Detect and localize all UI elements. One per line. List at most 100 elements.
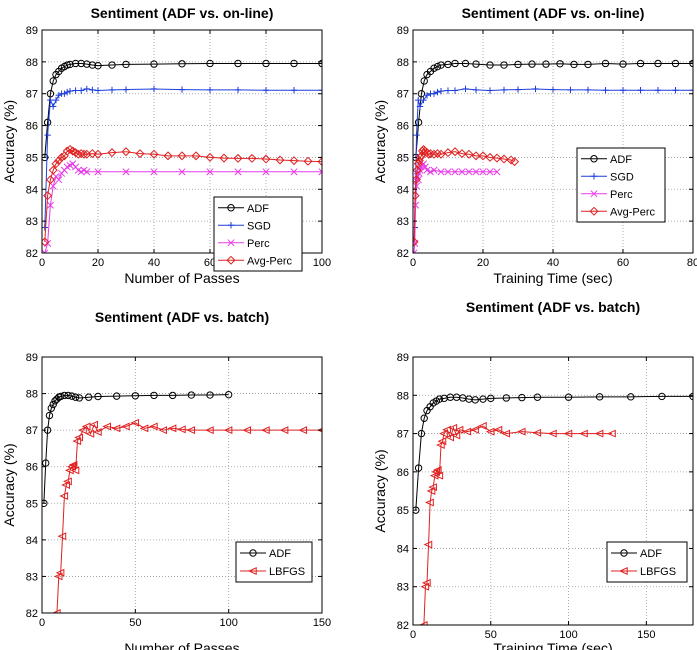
data-point-adf: [71, 59, 80, 68]
y-tick-label: 83: [26, 216, 38, 228]
data-point-lbfgs: [428, 483, 437, 492]
data-point-perc: [451, 168, 459, 176]
data-point-lbfgs: [176, 425, 186, 434]
data-point-adf: [84, 393, 93, 401]
data-point-adf: [83, 60, 91, 68]
data-point-adf: [430, 64, 438, 72]
y-tick-label: 85: [26, 498, 38, 510]
data-point-avg-perc: [436, 149, 446, 159]
data-point-lbfgs: [493, 425, 503, 434]
data-point-sgd: [500, 86, 508, 94]
x-tick-label: 0: [410, 629, 416, 641]
legend-marker-perc: [590, 190, 598, 198]
data-point-adf: [533, 393, 542, 401]
chart-title: Sentiment (ADF vs. on-line): [462, 5, 645, 21]
data-point-avg-perc: [303, 156, 313, 166]
data-point-adf: [414, 118, 423, 127]
data-point-sgd: [122, 86, 130, 93]
data-point-sgd: [234, 86, 242, 94]
y-tick-label: 82: [397, 248, 409, 260]
data-point-avg-perc: [79, 149, 89, 159]
data-point-perc: [472, 168, 480, 176]
data-point-adf: [150, 391, 158, 400]
legend-label-perc: Perc: [247, 238, 270, 250]
data-point-adf: [619, 60, 627, 68]
data-point-sgd: [290, 87, 298, 94]
y-tick-label: 89: [397, 352, 409, 364]
data-point-perc: [122, 168, 130, 176]
data-point-avg-perc: [233, 153, 243, 163]
data-point-lbfgs: [61, 481, 70, 489]
data-point-avg-perc: [149, 149, 159, 159]
data-point-sgd: [567, 86, 574, 94]
data-point-sgd: [178, 86, 186, 93]
data-point-adf: [262, 59, 270, 68]
x-tick-label: 100: [313, 257, 331, 269]
data-point-adf: [47, 404, 56, 412]
data-point-lbfgs: [425, 498, 434, 507]
data-point-lbfgs: [470, 425, 479, 434]
legend-label-avg-perc: Avg-Perc: [610, 206, 656, 218]
data-point-perc: [423, 166, 431, 174]
data-point-avg-perc: [275, 155, 285, 165]
data-point-lbfgs: [477, 421, 487, 430]
data-point-lbfgs: [92, 427, 102, 436]
data-point-adf: [461, 59, 470, 68]
data-point-lbfgs: [607, 429, 616, 438]
data-point-sgd: [584, 86, 592, 94]
data-point-sgd: [413, 131, 420, 139]
y-tick-label: 84: [397, 543, 409, 555]
data-point-lbfgs: [279, 426, 289, 435]
x-axis-label: Training Time (sec): [493, 640, 612, 650]
data-point-sgd: [462, 85, 469, 93]
y-tick-label: 85: [397, 505, 409, 517]
data-point-lbfgs: [59, 491, 69, 500]
data-point-avg-perc: [177, 151, 187, 161]
data-point-avg-perc: [247, 153, 257, 163]
data-point-lbfgs: [102, 422, 112, 431]
data-point-adf: [45, 411, 54, 420]
data-point-sgd: [416, 103, 424, 110]
data-point-sgd: [637, 87, 644, 94]
data-point-avg-perc: [135, 149, 145, 159]
data-point-lbfgs: [563, 429, 573, 438]
data-point-lbfgs: [579, 429, 588, 438]
data-point-lbfgs: [81, 422, 91, 431]
y-tick-label: 83: [397, 216, 409, 228]
legend: ADF SGD Perc Avg-Perc: [213, 196, 303, 272]
data-point-lbfgs: [421, 578, 431, 587]
data-point-avg-perc: [457, 149, 467, 159]
data-point-avg-perc: [492, 153, 502, 163]
data-point-adf: [584, 60, 592, 69]
x-tick-label: 80: [687, 257, 697, 269]
y-tick-label: 88: [397, 57, 409, 69]
y-tick-label: 86: [26, 121, 38, 133]
data-point-perc: [55, 176, 63, 184]
chart-title: Sentiment (ADF vs. batch): [95, 309, 269, 325]
y-tick-label: 89: [26, 352, 38, 364]
data-point-perc: [290, 168, 298, 176]
data-point-avg-perc: [413, 191, 420, 201]
legend: ADF LBFGS: [235, 541, 313, 583]
data-point-lbfgs: [158, 426, 168, 435]
data-point-avg-perc: [43, 191, 53, 201]
data-point-avg-perc: [425, 149, 436, 159]
data-point-perc: [83, 168, 91, 176]
data-point-lbfgs: [426, 487, 436, 495]
data-point-adf: [601, 59, 610, 68]
legend-box: [606, 541, 688, 583]
data-point-avg-perc: [121, 147, 131, 157]
y-tick-label: 85: [26, 152, 38, 164]
x-tick-label: 40: [148, 257, 160, 269]
data-point-lbfgs: [420, 582, 430, 591]
data-point-sgd: [318, 87, 322, 94]
y-tick-label: 85: [397, 152, 409, 164]
y-tick-label: 86: [26, 462, 38, 474]
data-point-avg-perc: [485, 152, 495, 162]
legend-label-adf: ADF: [610, 154, 632, 166]
data-point-avg-perc: [317, 157, 322, 167]
data-point-lbfgs: [516, 427, 526, 436]
x-tick-label: 20: [92, 257, 104, 269]
legend-label-adf: ADF: [269, 548, 291, 560]
data-point-lbfgs: [423, 540, 433, 549]
